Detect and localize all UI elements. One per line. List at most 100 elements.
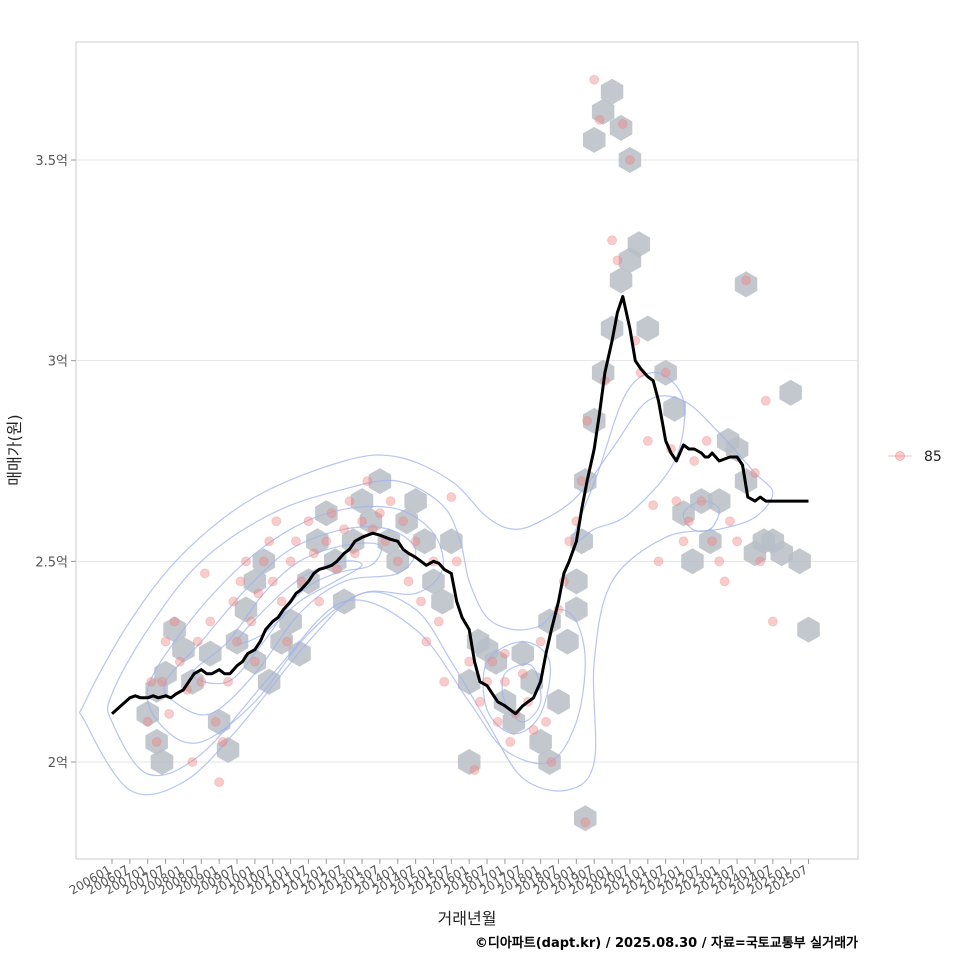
scatter-point — [164, 708, 175, 719]
hexbin-cell — [565, 596, 588, 623]
scatter-point — [357, 516, 368, 527]
scatter-point — [678, 536, 689, 547]
hexbin-cell — [609, 267, 633, 294]
scatter-point — [267, 576, 278, 587]
scatter-point — [403, 576, 414, 587]
hexbin-cell — [627, 231, 651, 258]
scatter-point — [258, 556, 269, 567]
scatter-point — [223, 676, 234, 687]
hexbin-cell — [708, 488, 731, 515]
hexbin-cell — [154, 660, 177, 687]
density-contour — [79, 395, 774, 796]
scatter-point — [683, 516, 694, 527]
hexbin-cell — [574, 805, 597, 832]
hexbin-cell — [779, 379, 802, 406]
scatter-point — [469, 765, 480, 776]
scatter-point — [339, 524, 350, 535]
hexbin-cell — [270, 628, 293, 655]
scatter-point — [767, 616, 778, 627]
hexbin-cell — [404, 488, 427, 515]
scatter-point — [344, 496, 355, 507]
hexbin-cell — [565, 568, 588, 595]
scatter-point — [308, 548, 319, 559]
scatter-point — [240, 556, 251, 567]
scatter-point — [612, 255, 623, 266]
scatter-point — [290, 536, 301, 547]
scatter-point — [492, 716, 503, 727]
scatter-point — [446, 492, 457, 503]
scatter-point — [499, 676, 510, 687]
hexbin-cell — [663, 395, 686, 422]
hexbin-cell — [600, 78, 624, 105]
hexbin-cell — [681, 548, 704, 575]
scatter-point — [210, 716, 221, 727]
scatter-point — [321, 536, 332, 547]
scatter-point — [760, 395, 771, 406]
scatter-point — [246, 616, 257, 627]
scatter-point — [535, 636, 546, 647]
scatter-point — [232, 636, 243, 647]
trend-line-layer — [111, 295, 809, 716]
scatter-point — [642, 435, 653, 446]
scatter-point — [474, 696, 485, 707]
hexbin-cell — [457, 749, 481, 775]
scatter-point — [142, 716, 153, 727]
scatter-point — [199, 568, 210, 579]
hexbin-cell — [136, 700, 159, 727]
scatter-point — [362, 476, 373, 487]
scatter-point — [217, 736, 228, 747]
scatter-point — [433, 616, 444, 627]
scatter-point — [146, 676, 157, 687]
y-tick-label: 3억 — [48, 355, 68, 370]
scatter-point — [696, 496, 707, 507]
hexbin-cell — [734, 271, 758, 298]
hexbin-cell — [529, 728, 552, 755]
scatter-point — [187, 757, 198, 767]
scatter-point — [205, 616, 216, 627]
scatter-point — [385, 496, 396, 507]
y-axis-title: 매매가(원) — [5, 414, 24, 485]
y-tick-label: 2억 — [48, 756, 68, 771]
hexbin-cell — [386, 548, 409, 575]
scatter-point — [415, 596, 426, 607]
scatter-point — [707, 536, 718, 547]
scatter-point — [732, 536, 743, 547]
hexbin-cell — [440, 528, 463, 555]
hexbin-cell — [216, 737, 240, 763]
scatter-point — [332, 564, 343, 575]
scatter-point — [517, 668, 528, 679]
x-axis-ticks: 2006012006072007012007072008012008072009… — [67, 859, 810, 898]
scatter-point — [276, 596, 287, 607]
hexbin-cell — [502, 708, 526, 735]
scatter-point — [487, 656, 498, 667]
density-contour — [482, 640, 551, 735]
scatter-point — [157, 676, 168, 687]
hexbin-cell — [257, 668, 281, 695]
scatter-point — [410, 536, 421, 547]
scatter-point — [392, 556, 403, 567]
hexbin-cell — [618, 147, 642, 173]
scatter-point — [546, 757, 557, 767]
hexbin-cell — [431, 588, 454, 615]
scatter-point — [421, 636, 432, 647]
scatter-point — [701, 435, 712, 446]
scatter-point — [594, 114, 605, 125]
hexbin-cell — [609, 114, 633, 141]
scatter-point — [589, 74, 600, 85]
hexbin-cell — [511, 640, 534, 667]
scatter-point — [648, 500, 659, 511]
hexbin-cell — [475, 636, 499, 663]
scatter-point — [689, 456, 700, 466]
scatter-point — [296, 576, 307, 587]
hexbin-cell — [583, 126, 606, 153]
scatter-point — [617, 118, 628, 129]
scatter-point — [439, 676, 450, 687]
density-contour — [572, 371, 686, 545]
hexbin-cell — [547, 688, 570, 715]
legend: 85 — [888, 449, 942, 465]
hexbin-cell — [145, 728, 168, 755]
hexbin-cell — [591, 359, 615, 386]
scatter-point — [719, 576, 730, 587]
hexbin-cell — [600, 315, 624, 342]
